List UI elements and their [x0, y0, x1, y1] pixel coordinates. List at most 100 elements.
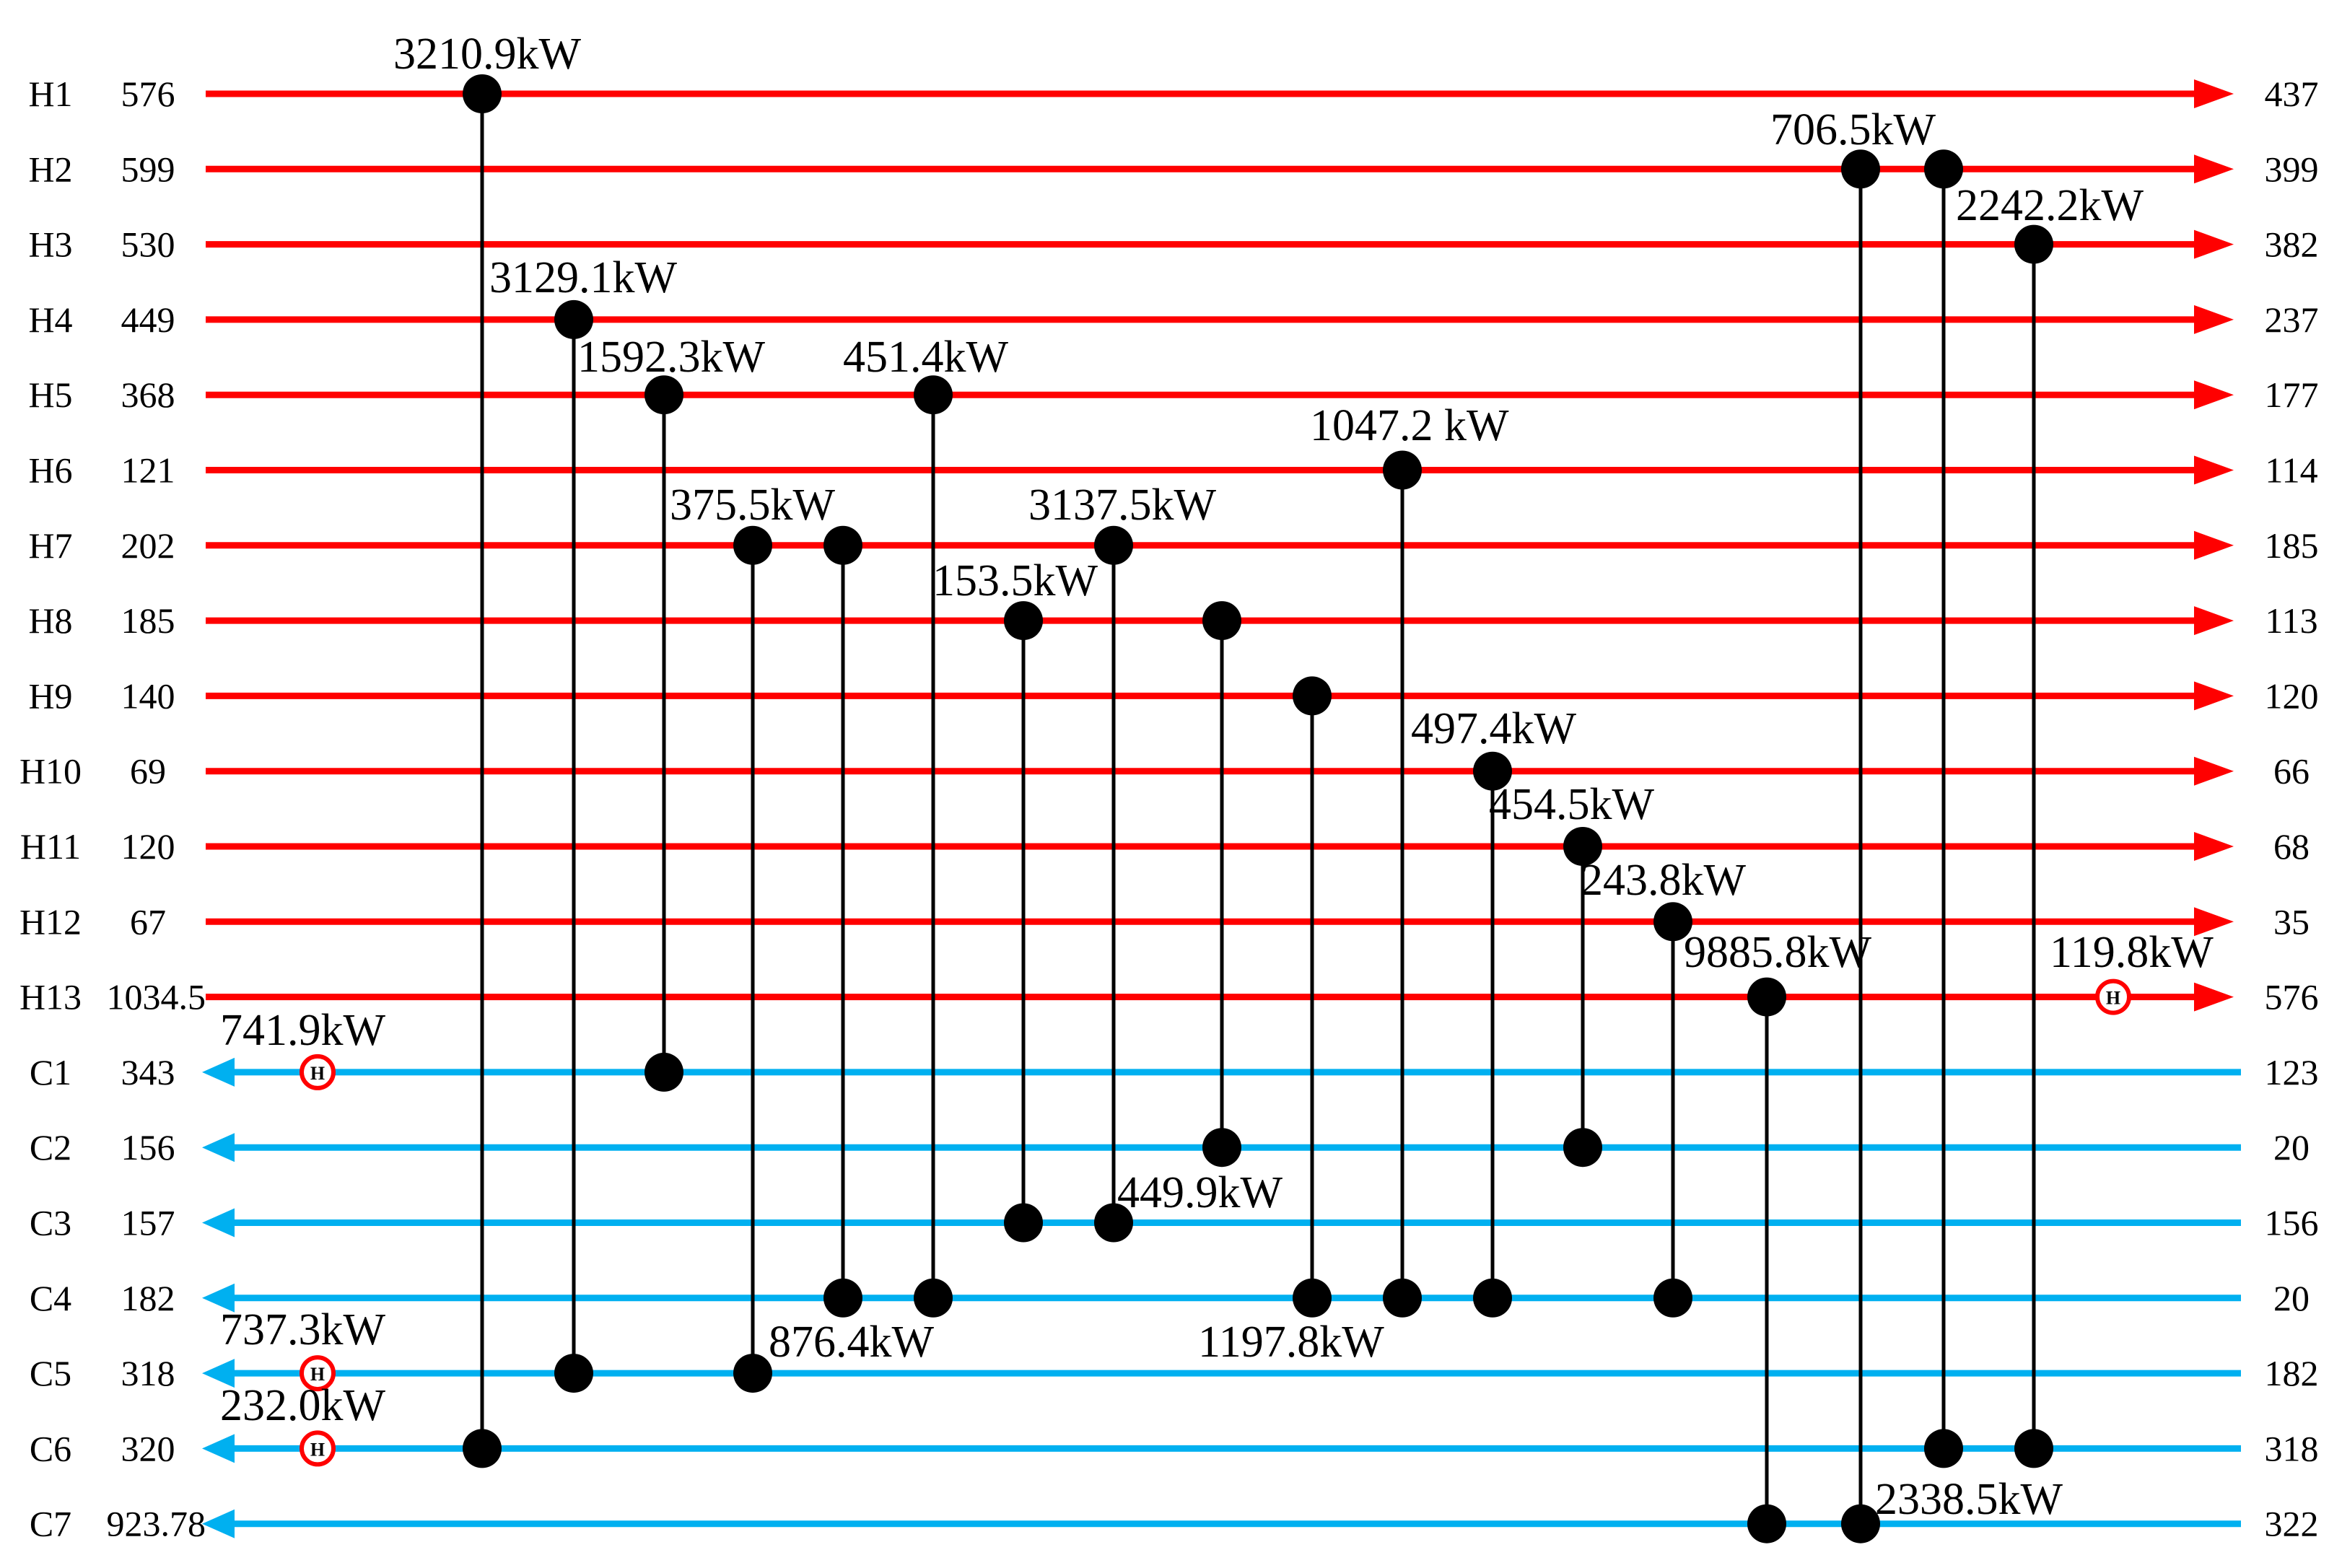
stream-name: C7 [30, 1504, 71, 1544]
stream-name: C6 [30, 1428, 71, 1468]
inlet-temperature: 576 [121, 74, 175, 114]
exchanger-node [733, 1354, 772, 1393]
stream-arrow [2194, 154, 2234, 184]
exchanger-node [1841, 149, 1880, 189]
outlet-temperature: 20 [2273, 1127, 2310, 1168]
inlet-temperature: 67 [130, 901, 166, 942]
exchanger-node [1004, 601, 1043, 641]
stream-name: H7 [28, 525, 72, 566]
inlet-temperature: 599 [121, 149, 175, 189]
exchanger-node [1747, 977, 1786, 1017]
inlet-temperature: 69 [130, 751, 166, 792]
stream-name: C4 [30, 1278, 71, 1318]
stream-arrow [202, 1057, 235, 1087]
stream-arrow [202, 1359, 235, 1388]
exchanger-duty-label: 3137.5kW [1028, 481, 1217, 530]
outlet-temperature: 318 [2265, 1428, 2319, 1468]
exchanger-node [914, 1278, 953, 1318]
inlet-temperature: 140 [121, 675, 175, 716]
exchanger-node [1383, 450, 1422, 490]
exchanger-duty-label: 454.5kW [1489, 780, 1655, 829]
stream-name: H6 [28, 450, 72, 491]
exchanger-node [823, 1278, 862, 1318]
exchanger-node [914, 375, 953, 415]
stream-arrow [2194, 229, 2234, 259]
exchanger-node [1202, 1128, 1241, 1168]
exchanger-duty-label: 706.5kW [1770, 105, 1936, 154]
stream-arrow [2194, 756, 2234, 786]
exchanger-duty-label: 3129.1kW [489, 253, 678, 302]
outlet-temperature: 399 [2265, 149, 2319, 189]
inlet-temperature: 923.78 [107, 1504, 206, 1544]
exchanger-node [1094, 525, 1133, 565]
inlet-temperature: 318 [121, 1353, 175, 1393]
exchanger-node [645, 375, 683, 415]
stream-arrow [2194, 380, 2234, 410]
exchanger-node [733, 525, 772, 565]
duty-label: 876.4kW [769, 1318, 935, 1367]
duty-label: 2338.5kW [1875, 1475, 2063, 1524]
stream-name: H12 [19, 901, 82, 942]
outlet-temperature: 20 [2273, 1278, 2310, 1318]
stream-name: H10 [19, 751, 82, 792]
exchanger-node [1653, 902, 1692, 942]
stream-arrow [202, 1434, 235, 1463]
exchanger-node [645, 1052, 683, 1092]
exchanger-duty-label: 3210.9kW [393, 30, 582, 79]
exchanger-node [1293, 676, 1332, 716]
inlet-temperature: 449 [121, 299, 175, 340]
inlet-temperature: 368 [121, 375, 175, 415]
exchanger-duty-label: 1592.3kW [577, 333, 766, 382]
heater-icon [300, 1430, 336, 1467]
heater-duty-label: 741.9kW [220, 1006, 386, 1055]
inlet-temperature: 185 [121, 600, 175, 641]
outlet-temperature: 437 [2265, 74, 2319, 114]
exchanger-node [463, 74, 502, 113]
exchanger-node [1563, 1128, 1602, 1168]
heater-symbol: H [310, 1063, 325, 1084]
stream-name: H11 [20, 826, 81, 867]
outlet-temperature: 177 [2265, 375, 2319, 415]
outlet-temperature: 185 [2265, 525, 2319, 566]
exchanger-node [1924, 1429, 1963, 1468]
outlet-temperature: 576 [2265, 977, 2319, 1017]
stream-name: C3 [30, 1203, 71, 1243]
exchanger-duty-label: 153.5kW [932, 556, 1098, 605]
outlet-temperature: 120 [2265, 675, 2319, 716]
outlet-temperature: 156 [2265, 1203, 2319, 1243]
inlet-temperature: 530 [121, 224, 175, 265]
outlet-temperature: 66 [2273, 751, 2310, 792]
duty-label: 449.9kW [1117, 1168, 1283, 1217]
exchanger-duty-label: 243.8kW [1581, 856, 1747, 905]
heater-duty-label: 737.3kW [220, 1305, 386, 1354]
exchanger-node [1004, 1203, 1043, 1243]
stream-arrow [202, 1208, 235, 1238]
exchanger-node [463, 1429, 502, 1468]
exchanger-duty-label: 375.5kW [670, 481, 836, 530]
inlet-temperature: 202 [121, 525, 175, 566]
exchanger-duty-label: 2242.2kW [1956, 181, 2144, 230]
exchanger-node [1473, 1278, 1512, 1318]
heater-symbol: H [2106, 988, 2120, 1009]
stream-name: H3 [28, 224, 72, 265]
exchanger-node [1841, 1504, 1880, 1543]
exchanger-node [1747, 1504, 1786, 1543]
stream-arrow [2194, 530, 2234, 560]
heater-icon [300, 1355, 336, 1392]
exchanger-node [1094, 1203, 1133, 1243]
stream-arrow [202, 1283, 235, 1313]
exchanger-duty-label: 497.4kW [1411, 704, 1577, 753]
stream-arrow [2194, 606, 2234, 636]
outlet-temperature: 68 [2273, 826, 2310, 867]
heater-icon [300, 1054, 336, 1090]
stream-arrow [2194, 907, 2234, 937]
exchanger-node [554, 1354, 593, 1393]
exchanger-node [1653, 1278, 1692, 1318]
stream-arrow [202, 1509, 235, 1538]
exchanger-node [1563, 827, 1602, 866]
inlet-temperature: 1034.5 [107, 977, 206, 1017]
stream-arrow [2194, 982, 2234, 1012]
heater-icon [2095, 978, 2131, 1015]
exchanger-node [1473, 751, 1512, 791]
